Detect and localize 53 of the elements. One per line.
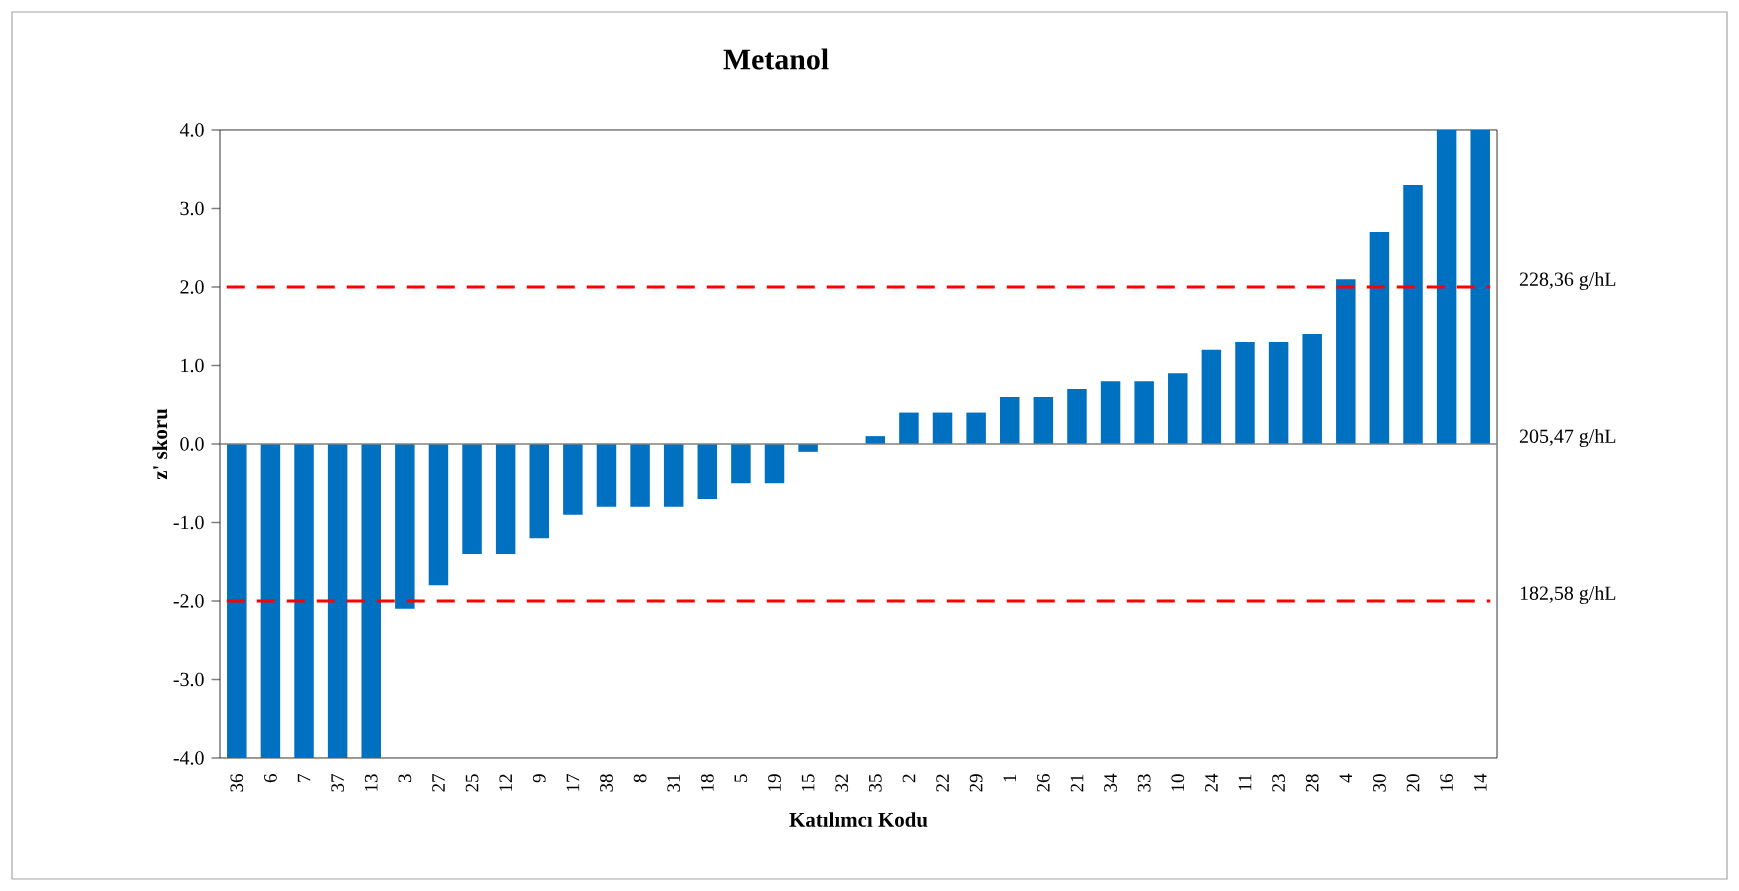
- y-tick-label: 4.0: [179, 123, 204, 137]
- x-tick-label: 23: [1272, 774, 1285, 792]
- y-tick-label: -4.0: [173, 751, 204, 765]
- x-tick-label: 32: [835, 774, 849, 792]
- x-tick-label: 12: [499, 774, 512, 791]
- x-tick-label: 11: [1238, 774, 1252, 791]
- y-tick-label: 0.0: [180, 437, 204, 451]
- x-tick-label: 5: [734, 774, 748, 782]
- x-tick-label: 20: [1406, 774, 1420, 792]
- x-tick-label: 16: [1440, 774, 1453, 791]
- y-tick-label: 1.0: [181, 358, 204, 373]
- x-tick-label: 2: [902, 774, 916, 783]
- x-tick-label: 3: [398, 774, 412, 783]
- y-axis-title: z' skoru: [152, 408, 168, 480]
- x-tick-label: 18: [700, 774, 714, 791]
- x-tick-label: 37: [331, 774, 344, 792]
- x-tick-label: 33: [1137, 774, 1151, 792]
- x-tick-label: 14: [1473, 773, 1487, 791]
- x-tick-label: 13: [364, 774, 378, 791]
- x-tick-label: 28: [1305, 774, 1319, 792]
- x-tick-label: 6: [264, 774, 277, 783]
- x-tick-label: 26: [1036, 774, 1050, 792]
- x-tick-label: 9: [532, 774, 546, 783]
- x-tick-label: 7: [297, 774, 311, 782]
- x-tick-label: 1: [1003, 774, 1016, 782]
- x-tick-label: 29: [969, 774, 983, 792]
- y-tick-label: -3.0: [173, 672, 204, 687]
- x-tick-label: 27: [432, 774, 445, 792]
- x-tick-label: 30: [1373, 774, 1386, 792]
- x-tick-label: 36: [230, 774, 244, 792]
- x-tick-label: 8: [633, 774, 647, 783]
- y-tick-label: -1.0: [173, 515, 204, 530]
- y-tick-label: 2.0: [180, 280, 204, 294]
- x-tick-label: 4: [1339, 773, 1353, 783]
- x-tick-label: 35: [868, 774, 882, 792]
- x-tick-label: 17: [566, 774, 580, 791]
- x-tick-label: 24: [1205, 773, 1218, 792]
- chart-title: Metanol: [723, 48, 829, 70]
- x-tick-label: 31: [667, 774, 681, 792]
- x-tick-label: 38: [600, 774, 613, 792]
- y-tick-label: 3.0: [180, 201, 204, 216]
- x-tick-label: 15: [801, 774, 815, 791]
- x-tick-label: 22: [936, 774, 949, 792]
- ref-line-label: 182,58 g/hL: [1520, 585, 1616, 605]
- x-tick-label: 19: [768, 774, 781, 791]
- x-tick-label: 21: [1070, 774, 1084, 792]
- x-tick-label: 10: [1171, 774, 1185, 791]
- x-tick-label: 25: [465, 774, 479, 792]
- x-tick-label: 34: [1104, 773, 1117, 792]
- y-tick-label: -2.0: [173, 594, 204, 608]
- x-axis-title: Katılımcı Kodu: [789, 812, 928, 827]
- ref-line-label: 228,36 g/hL: [1519, 271, 1616, 291]
- ref-line-label: 205,47 g/hL: [1519, 428, 1616, 448]
